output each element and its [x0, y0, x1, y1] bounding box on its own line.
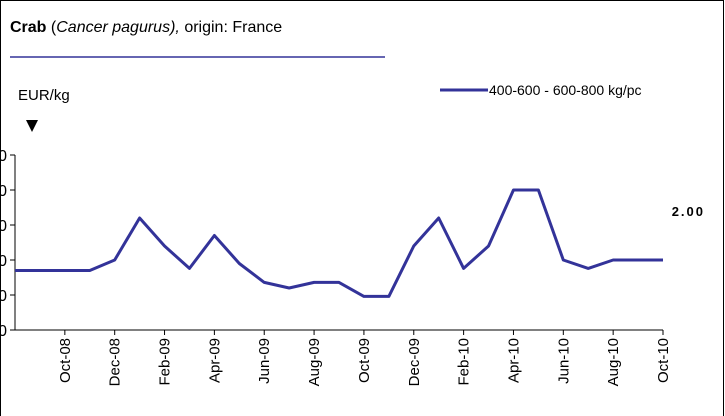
y-tick-label: 1.50	[0, 288, 7, 305]
chart-title: Crab (Cancer pagurus), origin: France	[10, 19, 282, 36]
title-species: Crab	[10, 19, 47, 36]
x-tick-label: Dec-09	[406, 338, 423, 386]
x-tick-label: Feb-10	[456, 338, 473, 386]
title-latin: Cancer pagurus),	[56, 19, 180, 36]
x-tick-label: Feb-09	[157, 338, 174, 386]
x-tick-label: Apr-10	[505, 338, 522, 383]
x-tick-label: Apr-09	[206, 338, 223, 383]
title-origin: origin: France	[184, 19, 282, 36]
y-tick-label: 3.00	[0, 183, 7, 200]
x-tick-label: Jun-10	[555, 338, 572, 384]
x-tick-label: Dec-08	[107, 338, 124, 386]
x-tick-label: Oct-08	[57, 338, 74, 383]
x-tick-label: Aug-09	[306, 338, 323, 386]
y-tick-label: 1.00	[0, 323, 7, 340]
x-tick-label: Jun-09	[256, 338, 273, 384]
x-tick-label: Aug-10	[605, 338, 622, 386]
x-tick-label: Oct-09	[356, 338, 373, 383]
y-tick-label: 2.00	[0, 253, 7, 270]
legend-label: 400-600 - 600-800 kg/pc	[489, 82, 642, 98]
annotation: 2.00	[672, 204, 705, 219]
axis-arrow	[26, 120, 38, 132]
y-axis-label: EUR/kg	[18, 87, 70, 104]
series-line	[15, 188, 663, 298]
title-paren: (	[51, 19, 57, 36]
y-tick-label: 2.50	[0, 218, 7, 235]
y-tick-label: 3.50	[0, 148, 7, 165]
x-tick-label: Oct-10	[655, 338, 672, 383]
